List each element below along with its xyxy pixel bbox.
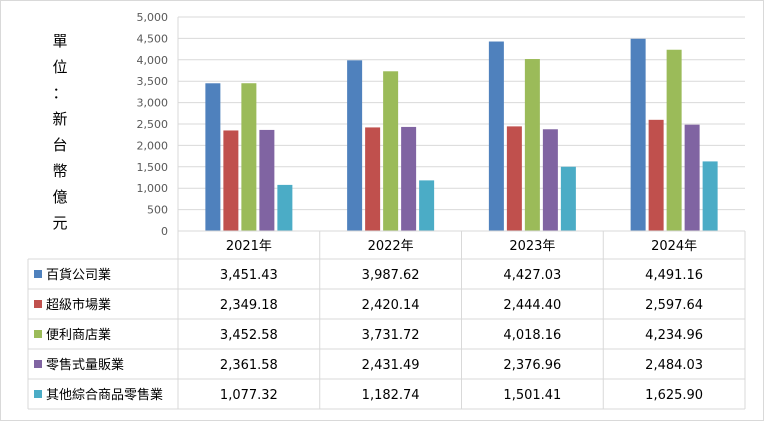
legend-swatch: [34, 390, 42, 398]
bar: [223, 130, 239, 231]
bar: [702, 161, 718, 231]
y-tick-label: 1,500: [137, 161, 169, 174]
y-tick-label: 2,500: [137, 118, 169, 131]
table-value-cell: 4,427.03: [503, 268, 561, 283]
y-axis-label-char: 億: [52, 188, 68, 206]
y-axis-label-char: 位: [52, 58, 68, 76]
bar: [560, 166, 576, 231]
bar: [542, 129, 558, 231]
table-value-cell: 2,361.58: [220, 358, 278, 373]
table-value-cell: 2,444.40: [503, 298, 561, 313]
table-value-cell: 3,451.43: [220, 268, 278, 283]
bar: [347, 60, 363, 231]
legend-swatch: [34, 300, 42, 308]
bar: [259, 129, 275, 231]
legend-series-name: 百貨公司業: [46, 267, 111, 283]
legend-series-name: 其他綜合商品零售業: [46, 387, 163, 403]
table-value-cell: 1,182.74: [362, 388, 420, 403]
x-category-label: 2023年: [509, 239, 555, 254]
bar: [419, 180, 435, 231]
table-value-cell: 1,077.32: [220, 388, 278, 403]
table-value-cell: 1,501.41: [503, 388, 561, 403]
bar: [205, 83, 221, 231]
table-value-cell: 3,452.58: [220, 328, 278, 343]
y-tick-label: 4,500: [137, 32, 169, 45]
x-category-label: 2021年: [226, 239, 272, 254]
bar: [488, 41, 504, 231]
y-axis-label-char: ：: [52, 84, 68, 102]
table-value-cell: 2,484.03: [645, 358, 703, 373]
bar: [630, 38, 646, 231]
y-axis-label: 單 位 ： 新 台 幣 億 元: [48, 28, 72, 236]
bar: [648, 119, 664, 231]
bar: [241, 83, 257, 231]
bar: [277, 184, 293, 231]
x-category-label: 2022年: [368, 239, 414, 254]
table-value-cell: 2,597.64: [645, 298, 703, 313]
y-axis-label-char: 新: [52, 110, 68, 128]
y-tick-label: 5,000: [137, 11, 169, 24]
bar: [401, 126, 417, 231]
bar: [524, 59, 540, 231]
bar: [684, 124, 700, 231]
legend-series-name: 零售式量販業: [46, 357, 124, 373]
y-tick-label: 3,000: [137, 97, 169, 110]
legend-swatch: [34, 270, 42, 278]
x-category-label: 2024年: [651, 239, 697, 254]
table-value-cell: 4,491.16: [645, 268, 703, 283]
y-tick-label: 4,000: [137, 54, 169, 67]
legend-swatch: [34, 360, 42, 368]
table-value-cell: 2,431.49: [362, 358, 420, 373]
y-tick-label: 500: [147, 204, 168, 217]
y-axis-label-char: 單: [52, 32, 68, 50]
legend-swatch: [34, 330, 42, 338]
y-tick-label: 3,500: [137, 75, 169, 88]
table-value-cell: 2,349.18: [220, 298, 278, 313]
table-value-cell: 2,420.14: [362, 298, 420, 313]
legend-series-name: 超級市場業: [46, 297, 111, 313]
legend-series-name: 便利商店業: [46, 327, 111, 343]
table-value-cell: 3,731.72: [362, 328, 420, 343]
table-value-cell: 1,625.90: [645, 388, 703, 403]
y-tick-label: 2,000: [137, 139, 169, 152]
y-tick-label: 1,000: [137, 182, 169, 195]
bar: [666, 49, 682, 231]
table-value-cell: 3,987.62: [362, 268, 420, 283]
y-axis-label-char: 元: [52, 214, 68, 232]
bar: [506, 126, 522, 231]
table-value-cell: 2,376.96: [503, 358, 561, 373]
y-tick-label: 0: [161, 225, 168, 238]
bar: [365, 127, 381, 231]
table-value-cell: 4,018.16: [503, 328, 561, 343]
y-axis-label-char: 幣: [52, 162, 68, 180]
table-value-cell: 4,234.96: [645, 328, 703, 343]
bar: [383, 71, 399, 232]
y-axis-label-char: 台: [52, 136, 68, 154]
